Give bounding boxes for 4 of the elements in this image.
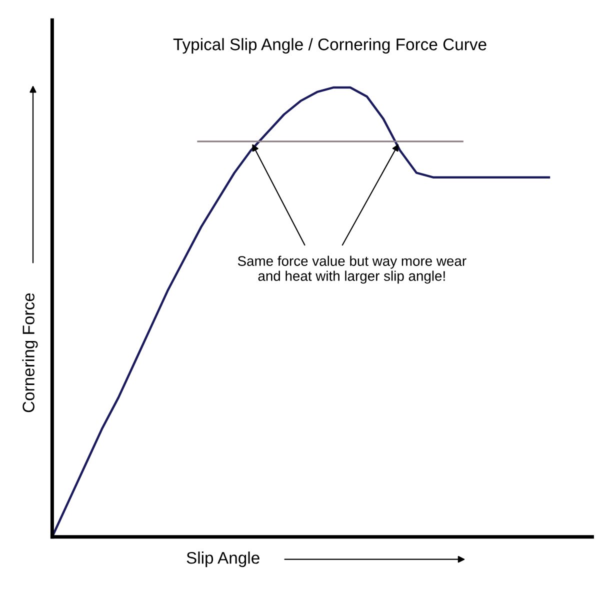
- y-axis-title: Cornering Force: [22, 293, 38, 412]
- x-axis-title: Slip Angle: [186, 552, 260, 568]
- chart-title: Typical Slip Angle / Cornering Force Curve: [173, 38, 486, 54]
- annotation: Same force value but way more wear and heat with larger slip angle!: [238, 256, 466, 284]
